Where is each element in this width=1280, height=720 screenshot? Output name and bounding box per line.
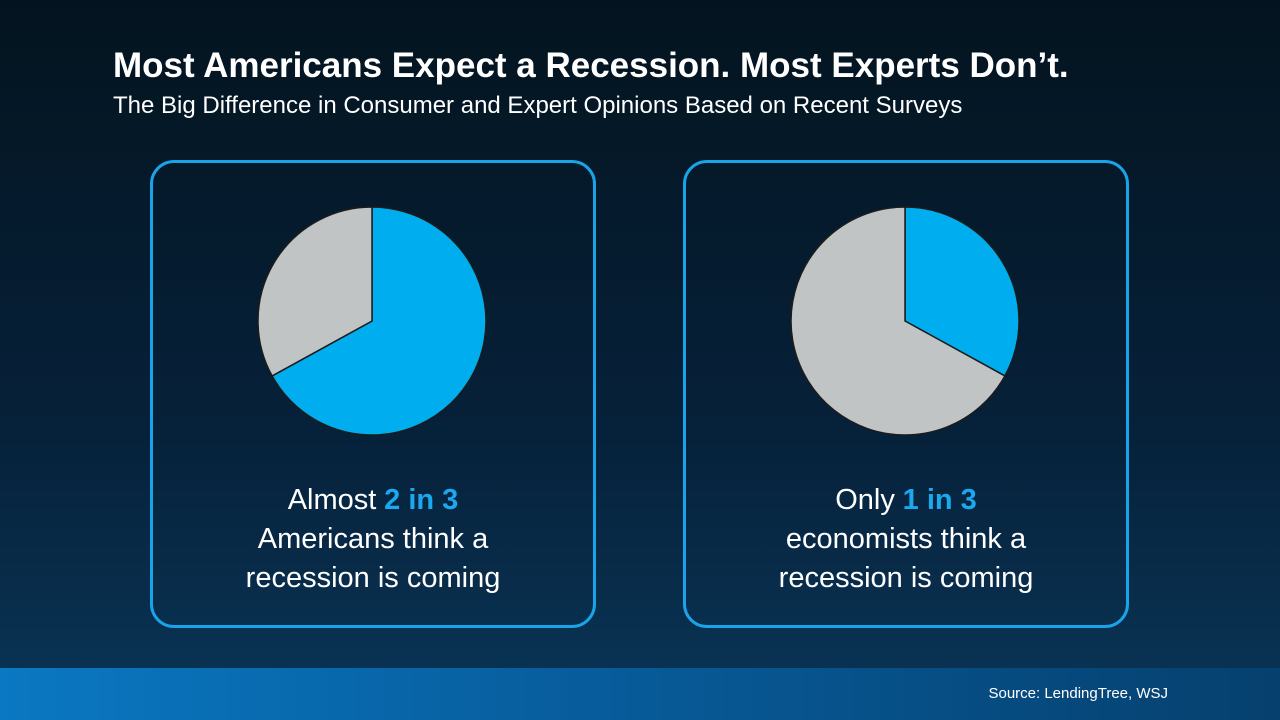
caption-highlight: 1 in 3 bbox=[902, 484, 977, 516]
panel: Only 1 in 3 economists think a recession is… bbox=[683, 160, 1129, 628]
caption-line: Only 1 in 3 bbox=[686, 481, 1126, 520]
pie-chart bbox=[257, 206, 487, 436]
caption-line: recession is coming bbox=[778, 562, 1034, 594]
caption: Only 1 in 3 economists think a recession is… bbox=[686, 481, 1126, 598]
subtitle: The Big Difference in Consumer and Exper… bbox=[113, 92, 963, 119]
caption-highlight: 2 in 3 bbox=[384, 484, 459, 516]
source: Source: LendingTree, WSJ bbox=[988, 685, 1168, 702]
caption-prefix: Only bbox=[835, 484, 895, 516]
pie-slice bbox=[257, 206, 373, 377]
caption: Almost 2 in 3 Americans think a recession i… bbox=[153, 481, 593, 598]
pie-slice bbox=[904, 206, 1020, 377]
caption-prefix: Almost bbox=[287, 484, 377, 516]
caption-line: economists think a bbox=[785, 523, 1027, 555]
pie-slice bbox=[271, 206, 487, 436]
caption-line: Americans think a bbox=[257, 523, 489, 555]
pie-slice bbox=[790, 206, 1006, 436]
panel: Almost 2 in 3 Americans think a recession i… bbox=[150, 160, 596, 628]
caption-line: recession is coming bbox=[245, 562, 501, 594]
caption-line: Almost 2 in 3 bbox=[153, 481, 593, 520]
pie-chart bbox=[790, 206, 1020, 436]
footer: Source: LendingTree, WSJ bbox=[0, 668, 1280, 720]
title: Most Americans Expect a Recession. Most … bbox=[113, 46, 1069, 85]
